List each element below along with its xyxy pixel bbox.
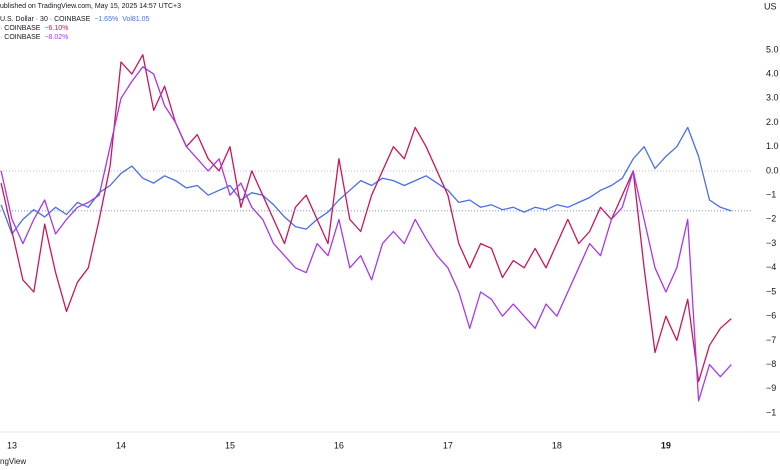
y-tick-label: −3 [766,238,776,248]
y-tick-label: −5 [766,286,776,296]
y-tick-label: 0.0 [766,165,779,175]
series-line [0,126,732,235]
y-tick-label: −7 [766,335,776,345]
publisher-note: ublished on TradingView.com, May 15, 202… [0,2,185,11]
legend-change: −6.10% [44,25,69,32]
legend-name: U.S. Dollar · 30 · COINBASE [0,16,91,23]
x-tick-label: 18 [552,440,562,450]
legend-row: U.S. Dollar · 30 · COINBASE −1.65% Vol81.0… [0,15,153,24]
y-tick-label: −2 [766,214,776,224]
legend-row: · COINBASE −8.02% [0,33,72,42]
y-tick-label: 5.0 [766,44,779,54]
x-tick-label: 14 [116,440,126,450]
y-tick-label: −4 [766,262,776,272]
series-line [0,54,732,383]
series-line [0,66,732,402]
y-tick-label: −1 [766,407,776,417]
legend-name: · COINBASE [0,34,41,41]
y-tick-label: 4.0 [766,68,779,78]
y-tick-label: 3.0 [766,93,779,103]
legend-row: · COINBASE −6.10% [0,24,72,33]
x-tick-label: 19 [661,440,671,450]
x-tick-label: 16 [334,440,344,450]
legend-change: −1.65% [94,16,119,23]
watermark: ngView [0,457,26,466]
y-tick-label: 1.0 [766,141,779,151]
publisher-text: ublished on TradingView.com, May 15, 202… [0,3,182,10]
x-tick-label: 13 [7,440,17,450]
y-tick-label: −6 [766,311,776,321]
y-tick-label: −1 [766,190,776,200]
legend-name: · COINBASE [0,25,41,32]
y-tick-label: 2.0 [766,117,779,127]
axis-currency: US [764,1,777,11]
x-tick-label: 15 [225,440,235,450]
legend-change: −8.02% [44,34,69,41]
y-tick-label: −8 [766,359,776,369]
y-tick-label: −9 [766,383,776,393]
legend-volume: Vol81.05 [122,16,150,23]
x-tick-label: 17 [443,440,453,450]
